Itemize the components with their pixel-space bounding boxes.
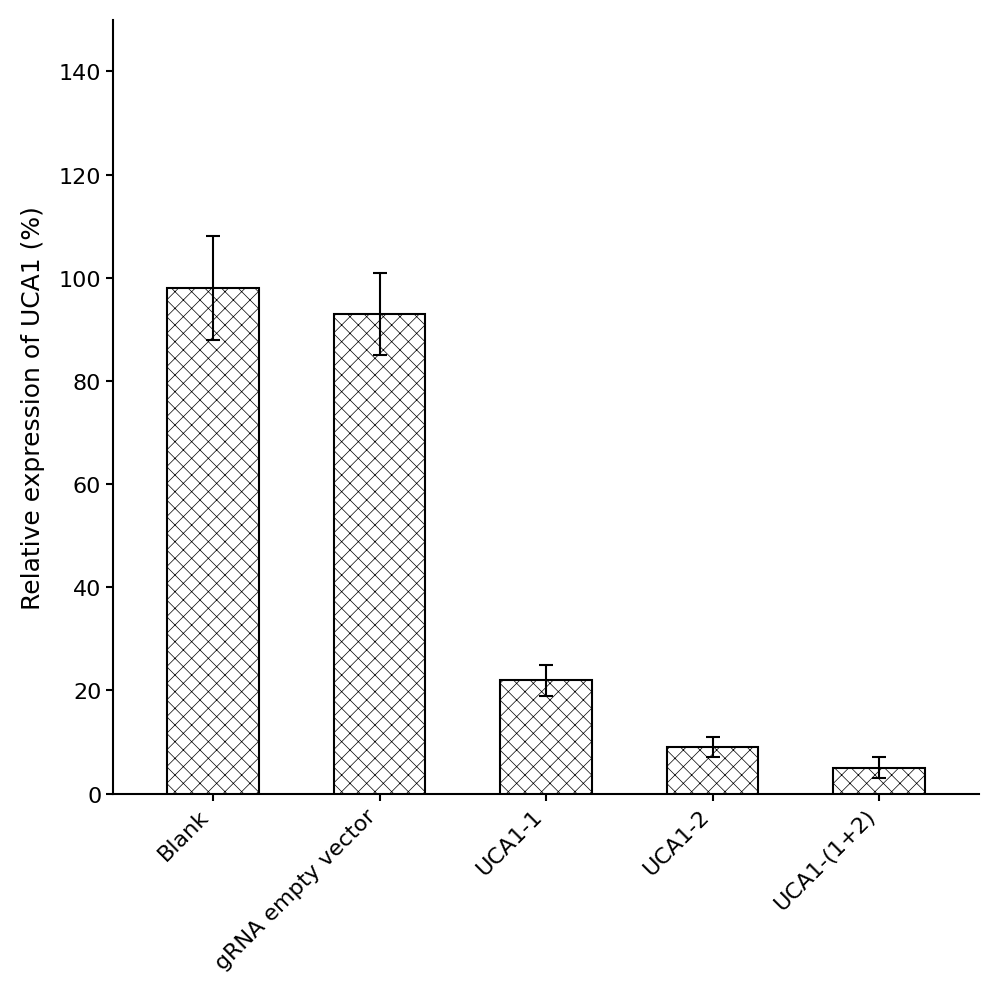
Bar — [500, 680, 592, 794]
Y-axis label: Relative expression of UCA1 (%): Relative expression of UCA1 (%) — [21, 206, 45, 609]
Bar — [334, 314, 425, 794]
Bar — [167, 288, 259, 794]
Bar — [833, 768, 925, 794]
Bar — [667, 747, 758, 794]
